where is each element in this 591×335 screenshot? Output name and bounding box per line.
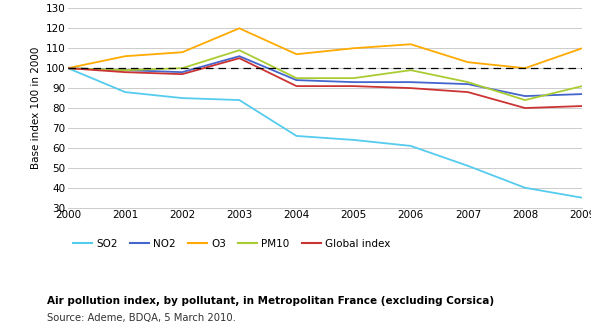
O3 <box>122 54 129 58</box>
PM10 <box>293 76 300 80</box>
SO2 <box>579 196 586 200</box>
O3 <box>350 46 357 50</box>
SO2 <box>236 98 243 102</box>
Global index <box>64 66 72 70</box>
PM10 <box>465 80 472 84</box>
O3 <box>178 50 186 54</box>
O3 <box>236 26 243 30</box>
SO2 <box>178 96 186 100</box>
Global index <box>465 90 472 94</box>
SO2 <box>293 134 300 138</box>
O3 <box>521 66 528 70</box>
Line: Global index: Global index <box>68 58 582 108</box>
NO2 <box>521 94 528 98</box>
NO2 <box>350 80 357 84</box>
Global index <box>350 84 357 88</box>
Global index <box>579 104 586 108</box>
Line: NO2: NO2 <box>68 56 582 96</box>
PM10 <box>407 68 414 72</box>
NO2 <box>64 66 72 70</box>
SO2 <box>407 144 414 148</box>
SO2 <box>465 164 472 168</box>
PM10 <box>350 76 357 80</box>
PM10 <box>236 48 243 52</box>
SO2 <box>350 138 357 142</box>
Line: O3: O3 <box>68 28 582 68</box>
NO2 <box>236 54 243 58</box>
SO2 <box>521 186 528 190</box>
Global index <box>521 106 528 110</box>
NO2 <box>293 78 300 82</box>
PM10 <box>579 84 586 88</box>
NO2 <box>122 68 129 72</box>
NO2 <box>178 70 186 74</box>
PM10 <box>122 68 129 72</box>
Legend: SO2, NO2, O3, PM10, Global index: SO2, NO2, O3, PM10, Global index <box>73 239 391 249</box>
PM10 <box>521 98 528 102</box>
NO2 <box>465 82 472 86</box>
Global index <box>407 86 414 90</box>
Text: Source: Ademe, BDQA, 5 March 2010.: Source: Ademe, BDQA, 5 March 2010. <box>47 313 236 323</box>
Global index <box>178 72 186 76</box>
PM10 <box>64 66 72 70</box>
Line: SO2: SO2 <box>68 68 582 198</box>
Global index <box>122 70 129 74</box>
O3 <box>465 60 472 64</box>
NO2 <box>579 92 586 96</box>
Y-axis label: Base index 100 in 2000: Base index 100 in 2000 <box>31 47 41 169</box>
Text: Air pollution index, by pollutant, in Metropolitan France (excluding Corsica): Air pollution index, by pollutant, in Me… <box>47 296 495 307</box>
SO2 <box>122 90 129 94</box>
PM10 <box>178 66 186 70</box>
O3 <box>64 66 72 70</box>
Global index <box>293 84 300 88</box>
NO2 <box>407 80 414 84</box>
O3 <box>407 42 414 46</box>
Line: PM10: PM10 <box>68 50 582 100</box>
O3 <box>579 46 586 50</box>
O3 <box>293 52 300 56</box>
Global index <box>236 56 243 60</box>
SO2 <box>64 66 72 70</box>
